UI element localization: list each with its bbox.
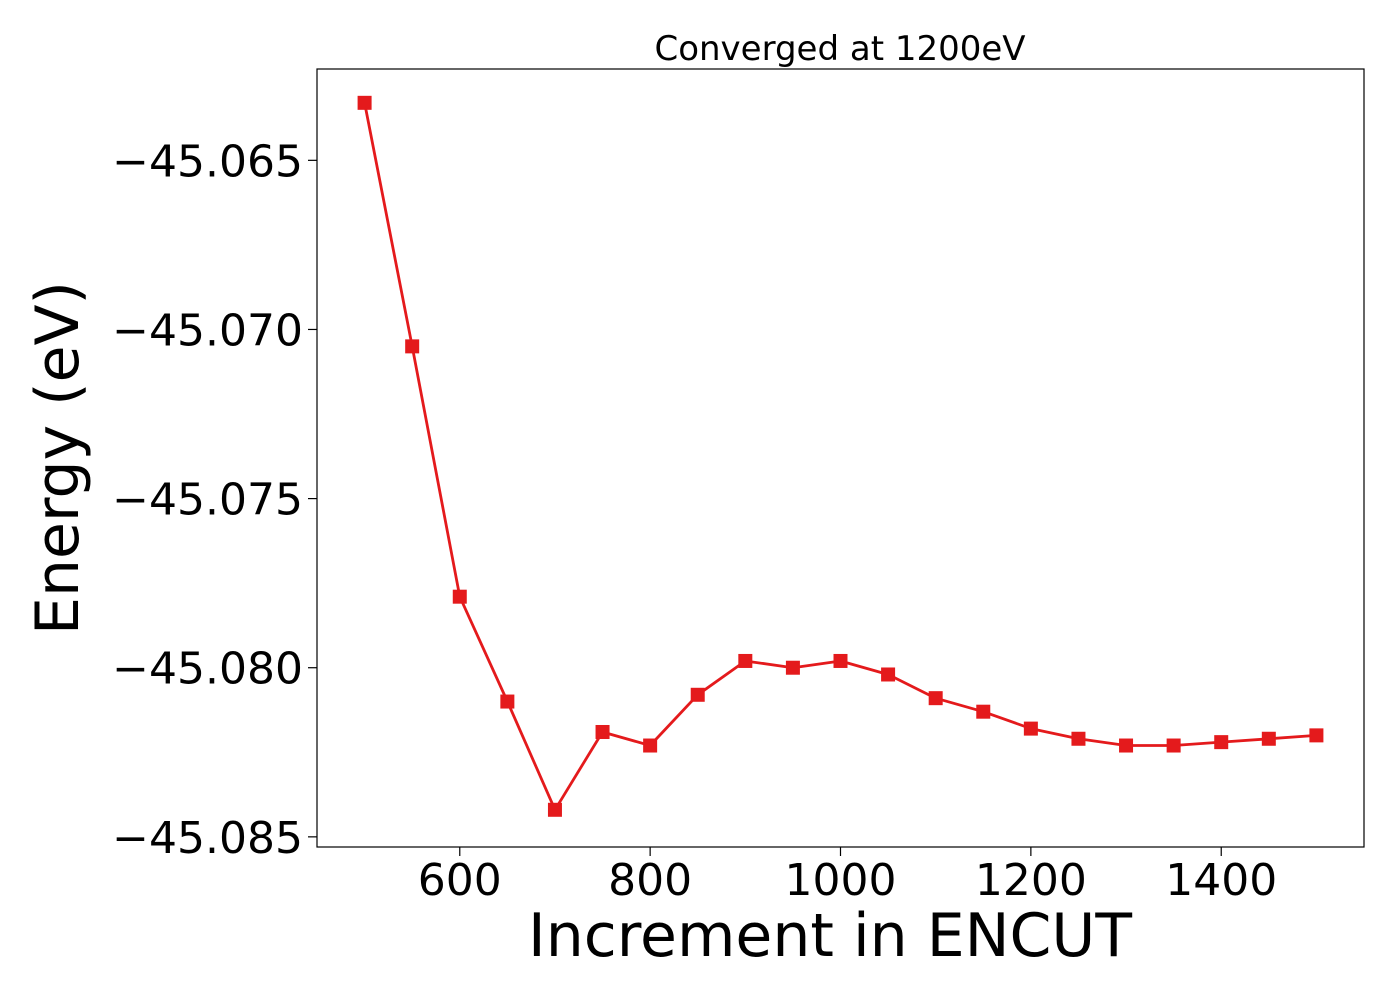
x-tick-label: 1200 — [975, 855, 1087, 906]
y-axis-label: Energy (eV) — [23, 281, 93, 635]
x-tick-label: 800 — [608, 855, 692, 906]
y-tick-label: −45.065 — [112, 136, 303, 187]
data-point — [643, 738, 658, 753]
x-tick-label: 1400 — [1165, 855, 1277, 906]
y-tick-label: −45.080 — [112, 644, 303, 695]
x-tick-label: 1000 — [785, 855, 897, 906]
data-point — [595, 724, 610, 739]
y-tick-label: −45.075 — [112, 475, 303, 526]
data-point — [833, 653, 848, 668]
chart-title: Converged at 1200eV — [654, 29, 1025, 69]
plot-frame — [316, 68, 1365, 848]
y-tick-label: −45.085 — [112, 813, 303, 864]
data-point — [928, 691, 943, 706]
data-point — [405, 339, 420, 354]
data-point — [1071, 731, 1086, 746]
data-point — [500, 694, 515, 709]
x-tick-label: 600 — [418, 855, 502, 906]
data-point — [452, 589, 467, 604]
data-point — [1214, 735, 1229, 750]
data-point — [785, 660, 800, 675]
data-point — [881, 667, 896, 682]
data-point — [357, 95, 372, 110]
data-point — [690, 687, 705, 702]
data-point — [1261, 731, 1276, 746]
data-point — [1309, 728, 1324, 743]
y-tick-label: −45.070 — [112, 305, 303, 356]
data-point — [1119, 738, 1134, 753]
plot-area: 600 800 1000 1200 1400 −45.065 −45.070 −45.075 −… — [112, 95, 1324, 906]
data-point — [547, 802, 562, 817]
data-point — [976, 704, 991, 719]
data-point — [1023, 721, 1038, 736]
data-point — [1166, 738, 1181, 753]
x-axis-label: Increment in ENCUT — [528, 901, 1132, 971]
data-point — [738, 653, 753, 668]
